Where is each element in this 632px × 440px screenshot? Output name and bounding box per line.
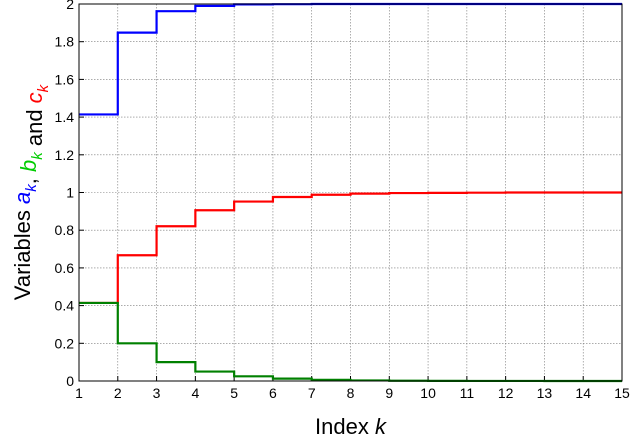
- y-axis-label: Variables ak, bk and ck: [10, 83, 52, 300]
- x-tick-label: 6: [269, 385, 277, 401]
- y-tick-label: 2: [66, 0, 74, 12]
- y-tick-label: 0: [66, 373, 74, 389]
- x-tick-label: 10: [420, 385, 436, 401]
- y-tick-labels: 0 0.2 0.4 0.6 0.8 1 1.2 1.4 1.6 1.8 2: [55, 0, 75, 389]
- x-tick-label: 3: [153, 385, 161, 401]
- y-tick-label: 1.6: [55, 71, 75, 87]
- y-tick-label: 0.6: [55, 260, 75, 276]
- x-tick-label: 2: [114, 385, 122, 401]
- y-tick-label: 0.8: [55, 222, 75, 238]
- series-line-1: [79, 191, 622, 305]
- x-tick-label: 15: [614, 385, 630, 401]
- x-tick-label: 5: [230, 385, 238, 401]
- plot-frame: [78, 3, 623, 382]
- y-tick-label: 1.4: [55, 109, 75, 125]
- y-tick-label: 0.2: [55, 335, 75, 351]
- x-tick-label: 7: [308, 385, 316, 401]
- series-line-2: [79, 301, 622, 383]
- x-tick-labels: 1 2 3 4 5 6 7 8 9 10 11 12 13 14 15: [75, 385, 630, 401]
- y-tick-label: 0.4: [55, 298, 75, 314]
- y-tick-label: 1: [66, 185, 74, 201]
- x-tick-label: 9: [385, 385, 393, 401]
- x-tick-label: 8: [347, 385, 355, 401]
- x-tick-label: 13: [537, 385, 553, 401]
- y-tick-label: 1.8: [55, 34, 75, 50]
- x-tick-label: 14: [575, 385, 591, 401]
- x-axis-label: Index k: [315, 414, 387, 439]
- x-tick-label: 11: [460, 385, 475, 401]
- x-tick-label: 12: [498, 385, 514, 401]
- x-tick-label: 1: [75, 385, 83, 401]
- x-tick-label: 4: [191, 385, 199, 401]
- y-tick-label: 1.2: [55, 147, 75, 163]
